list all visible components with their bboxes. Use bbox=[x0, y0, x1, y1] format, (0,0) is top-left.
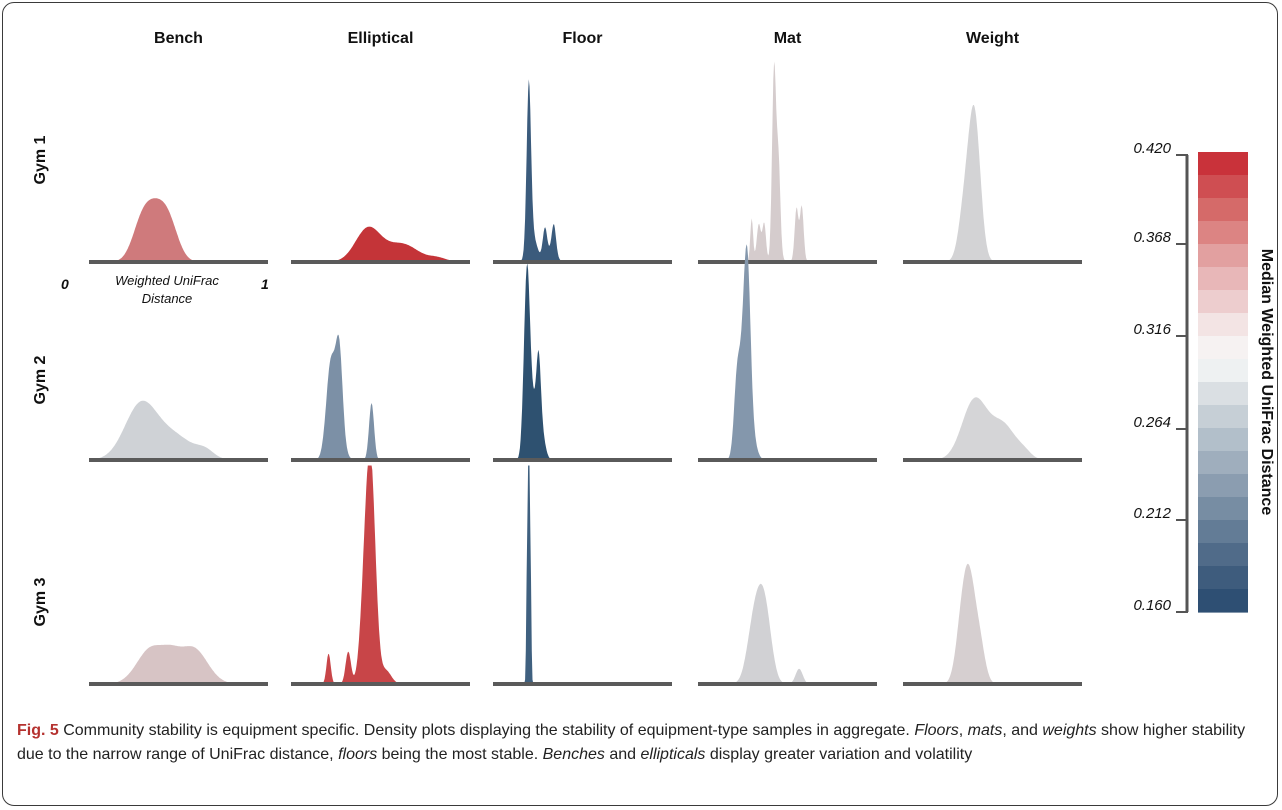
panel-gym-2-mat bbox=[698, 244, 877, 462]
colorbar-swatch bbox=[1198, 589, 1248, 613]
density-area-gym-3-floor bbox=[493, 465, 672, 684]
density-area-gym-3-bench bbox=[89, 644, 268, 684]
colorbar-title: Median Weighted UniFrac Distance bbox=[1258, 249, 1275, 516]
panel-gym-3-bench bbox=[89, 644, 268, 686]
colorbar-swatch bbox=[1198, 474, 1248, 498]
density-area-gym-2-elliptical bbox=[291, 334, 470, 460]
caption-segment: , and bbox=[1002, 722, 1043, 739]
caption-text: Community stability is equipment specifi… bbox=[17, 722, 1245, 763]
density-area-gym-3-weight bbox=[903, 563, 1082, 684]
caption-emphasis: floors bbox=[338, 746, 378, 763]
density-area-gym-1-mat bbox=[698, 61, 877, 262]
colorbar-swatch bbox=[1198, 566, 1248, 590]
density-area-gym-1-elliptical bbox=[291, 226, 470, 262]
density-area-gym-2-mat bbox=[698, 244, 877, 460]
caption-emphasis: Benches bbox=[542, 746, 605, 763]
colorbar-tick-label: 0.316 bbox=[1133, 321, 1171, 338]
density-area-gym-1-floor bbox=[493, 79, 672, 262]
density-grid-figure: Bench Elliptical Floor Mat Weight Gym 1 Gym 2… bbox=[32, 30, 1275, 686]
density-area-gym-1-weight bbox=[903, 105, 1082, 262]
column-title-weight: Weight bbox=[966, 30, 1020, 47]
row-titles: Gym 1 Gym 2 Gym 3 bbox=[32, 135, 49, 626]
panel-gym-1-floor bbox=[493, 79, 672, 264]
colorbar-swatch bbox=[1198, 405, 1248, 429]
colorbar-swatch bbox=[1198, 520, 1248, 544]
colorbar-swatch bbox=[1198, 175, 1248, 199]
row-title-gym-2: Gym 2 bbox=[32, 355, 49, 404]
caption-segment: , bbox=[958, 722, 968, 739]
panel-gym-1-elliptical bbox=[291, 226, 470, 264]
panel-gym-2-floor bbox=[493, 263, 672, 462]
column-title-bench: Bench bbox=[154, 30, 203, 47]
caption-segment: being the most stable. bbox=[377, 746, 543, 763]
row-title-gym-1: Gym 1 bbox=[32, 135, 49, 184]
density-area-gym-1-bench bbox=[89, 198, 268, 262]
caption-segment: and bbox=[604, 746, 641, 763]
x-axis-label-line2: Distance bbox=[142, 291, 193, 306]
caption-segment: display greater variation and volatility bbox=[705, 746, 973, 763]
colorbar-swatch bbox=[1198, 267, 1248, 291]
density-area-gym-2-floor bbox=[493, 263, 672, 460]
colorbar-tick-label: 0.264 bbox=[1133, 414, 1171, 431]
colorbar-swatch bbox=[1198, 543, 1248, 567]
density-area-gym-2-weight bbox=[903, 397, 1082, 460]
panel-gym-1-mat bbox=[698, 61, 877, 264]
panel-gym-1-weight bbox=[903, 105, 1082, 264]
colorbar-swatch bbox=[1198, 152, 1248, 176]
colorbar-tick-label: 0.368 bbox=[1133, 229, 1171, 246]
x-axis-label-line1: Weighted UniFrac bbox=[115, 273, 219, 288]
panel-gym-2-bench bbox=[89, 400, 268, 462]
colorbar-tick-label: 0.420 bbox=[1133, 140, 1171, 157]
colorbar-swatch bbox=[1198, 359, 1248, 383]
panel-gym-2-elliptical bbox=[291, 334, 470, 462]
colorbar-tick-label: 0.212 bbox=[1133, 505, 1171, 522]
column-title-elliptical: Elliptical bbox=[348, 30, 414, 47]
figure-caption: Fig. 5 Community stability is equipment … bbox=[17, 719, 1267, 767]
panel-gym-3-mat bbox=[698, 583, 877, 686]
x-axis-max-label: 1 bbox=[261, 276, 269, 292]
caption-emphasis: mats bbox=[967, 722, 1003, 739]
colorbar-legend: 0.420 0.368 0.316 0.264 0.212 0.160 Median Wei… bbox=[1133, 140, 1275, 614]
colorbar-swatch bbox=[1198, 451, 1248, 475]
panel-gym-3-elliptical bbox=[291, 465, 470, 686]
colorbar-tick-label: 0.160 bbox=[1133, 597, 1171, 614]
colorbar-swatch bbox=[1198, 497, 1248, 521]
colorbar-swatch bbox=[1198, 428, 1248, 452]
colorbar-swatch bbox=[1198, 221, 1248, 245]
caption-emphasis: Floors bbox=[914, 722, 959, 739]
density-area-gym-3-mat bbox=[698, 583, 877, 684]
caption-emphasis: ellipticals bbox=[640, 746, 706, 763]
column-title-floor: Floor bbox=[563, 30, 603, 47]
caption-emphasis: weights bbox=[1042, 722, 1097, 739]
figure-label: Fig. 5 bbox=[17, 722, 59, 739]
column-titles: Bench Elliptical Floor Mat Weight bbox=[154, 30, 1020, 47]
colorbar-swatch bbox=[1198, 198, 1248, 222]
panel-gym-3-floor bbox=[493, 465, 672, 686]
colorbar-swatch bbox=[1198, 382, 1248, 406]
density-area-gym-2-bench bbox=[89, 400, 268, 460]
column-title-mat: Mat bbox=[774, 30, 802, 47]
density-area-gym-3-elliptical bbox=[291, 465, 470, 684]
colorbar-swatch bbox=[1198, 336, 1248, 360]
colorbar-swatch bbox=[1198, 313, 1248, 337]
colorbar-swatch bbox=[1198, 244, 1248, 268]
density-panels bbox=[89, 61, 1082, 686]
x-axis-min-label: 0 bbox=[61, 276, 69, 292]
panel-gym-1-bench bbox=[89, 198, 268, 264]
colorbar-swatch bbox=[1198, 290, 1248, 314]
caption-segment: show higher stability due to the narrow … bbox=[17, 722, 1246, 763]
x-axis-annotation: 0 Weighted UniFrac Distance 1 bbox=[61, 273, 269, 306]
panel-gym-2-weight bbox=[903, 397, 1082, 462]
caption-segment: Community stability is equipment specifi… bbox=[58, 722, 915, 739]
row-title-gym-3: Gym 3 bbox=[32, 577, 49, 626]
panel-gym-3-weight bbox=[903, 563, 1082, 686]
